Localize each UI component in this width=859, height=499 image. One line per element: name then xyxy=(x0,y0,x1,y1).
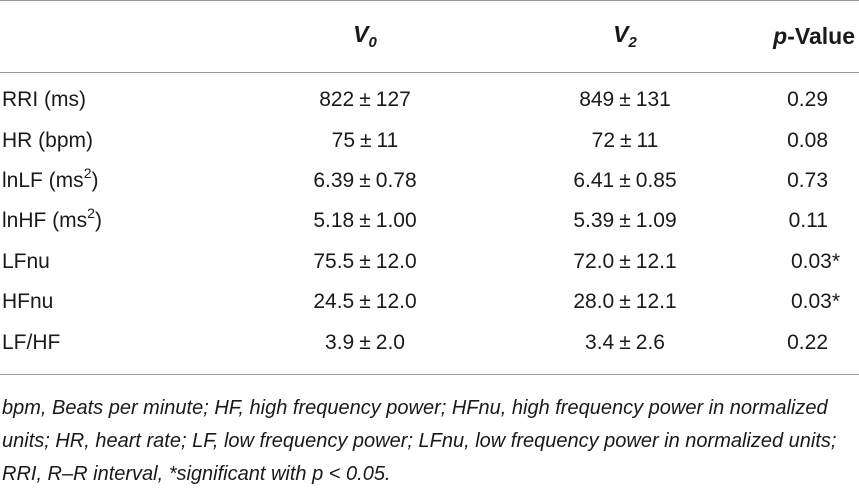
table-row: RRI (ms) 822 ±127 849 ±131 0.29 xyxy=(0,72,859,120)
header-v0: V0 xyxy=(353,21,377,51)
cell-p-value: 0.08 xyxy=(787,128,828,152)
data-table: V0 V2 p-Value RRI (ms) 822 ±127 849 ±131 0.29… xyxy=(0,0,859,363)
top-rule xyxy=(0,0,859,1)
cell-v2: 5.39 ±1.09 xyxy=(573,209,677,233)
cell-p-value: 0.11 xyxy=(788,209,828,233)
cell-v0: 5.18 ±1.00 xyxy=(313,209,417,233)
table-row: HFnu 24.5 ±12.0 28.0 ±12.1 0.03* xyxy=(0,282,859,322)
table-row: LFnu 75.5 ±12.0 72.0 ±12.1 0.03* xyxy=(0,242,859,282)
header-empty xyxy=(0,0,170,72)
cell-p-value: 0.29 xyxy=(787,88,828,112)
header-p-value: p-Value xyxy=(773,22,855,49)
table-row: HR (bpm) 75 ±11 72 ±11 0.08 xyxy=(0,120,859,160)
table-footnote: bpm, Beats per minute; HF, high frequenc… xyxy=(2,397,837,485)
cell-v0: 6.39 ±0.78 xyxy=(313,168,417,192)
cell-v2: 72.0 ±12.1 xyxy=(573,249,677,273)
row-label: HR (bpm) xyxy=(2,128,94,152)
table-body: RRI (ms) 822 ±127 849 ±131 0.29 HR (bpm) 75 ±11 7… xyxy=(0,72,859,363)
cell-p-value: 0.03* xyxy=(790,249,840,273)
row-label: LFnu xyxy=(2,249,50,273)
row-label: lnHF (ms2) xyxy=(2,205,102,233)
cell-v0: 3.9 ±2.0 xyxy=(325,330,405,354)
row-label: LF/HF xyxy=(2,330,61,354)
cell-v2: 6.41 ±0.85 xyxy=(573,168,677,192)
cell-v2: 849 ±131 xyxy=(579,88,671,112)
header-v2: V2 xyxy=(613,21,637,51)
row-label: HFnu xyxy=(2,290,54,314)
cell-v2: 72 ±11 xyxy=(591,128,659,152)
cell-v0: 24.5 ±12.0 xyxy=(313,290,417,314)
table-row: lnLF (ms2) 6.39 ±0.78 6.41 ±0.85 0.73 xyxy=(0,161,859,201)
bottom-rule xyxy=(0,374,859,375)
table-row: LF/HF 3.9 ±2.0 3.4 ±2.6 0.22 xyxy=(0,322,859,362)
cell-v0: 75.5 ±12.0 xyxy=(313,249,417,273)
cell-v0: 822 ±127 xyxy=(319,88,411,112)
table-row: lnHF (ms2) 5.18 ±1.00 5.39 ±1.09 0.11 xyxy=(0,201,859,241)
cell-v0: 75 ±11 xyxy=(331,128,399,152)
cell-v2: 28.0 ±12.1 xyxy=(573,290,677,314)
cell-p-value: 0.22 xyxy=(787,330,828,354)
row-label: RRI (ms) xyxy=(2,88,86,112)
header-rule xyxy=(0,72,859,73)
row-label: lnLF (ms2) xyxy=(2,164,99,192)
cell-p-value: 0.73 xyxy=(787,168,828,192)
cell-v2: 3.4 ±2.6 xyxy=(585,330,665,354)
cell-p-value: 0.03* xyxy=(790,290,840,314)
header-row: V0 V2 p-Value xyxy=(0,0,859,72)
